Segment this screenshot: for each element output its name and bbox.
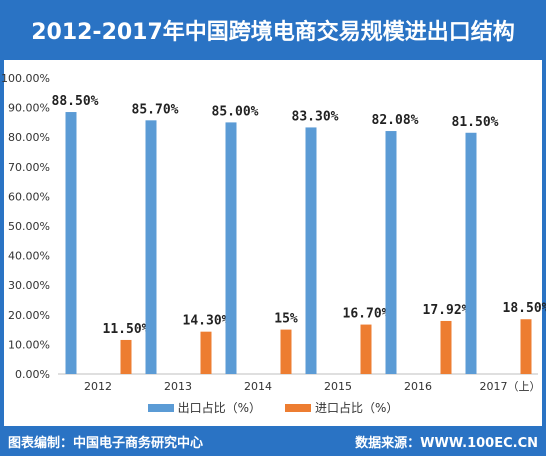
y-tick-label: 90.00% <box>8 102 50 115</box>
legend-item-export: 出口占比（%） <box>147 399 261 416</box>
y-tick-label: 40.00% <box>8 250 50 263</box>
export-data-label: 82.08% <box>372 113 419 128</box>
export-bar <box>465 132 477 374</box>
y-tick-label: 80.00% <box>8 131 50 144</box>
import-data-label: 15% <box>274 312 298 327</box>
footer-bar: 图表编制：中国电子商务研究中心 数据来源：WWW.100EC.CN <box>0 426 546 456</box>
import-bar <box>120 339 132 374</box>
export-data-label: 88.50% <box>52 94 99 109</box>
y-tick-label: 0.00% <box>15 368 50 381</box>
footer-credit: 图表编制：中国电子商务研究中心 <box>8 435 204 451</box>
chart-legend: 出口占比（%） 进口占比（%） <box>0 399 546 416</box>
x-tick-label: 2017（上） <box>480 380 541 393</box>
import-bar <box>360 324 372 374</box>
x-tick-label: 2012 <box>84 380 112 393</box>
import-bar <box>200 331 212 374</box>
export-data-label: 85.70% <box>132 102 179 117</box>
import-data-label: 14.30% <box>183 314 230 329</box>
y-tick-label: 100.00% <box>1 72 50 85</box>
export-bar <box>225 122 237 375</box>
legend-label-export: 出口占比（%） <box>177 401 261 415</box>
export-bar <box>305 127 317 374</box>
export-data-label: 83.30% <box>292 109 339 124</box>
x-tick-label: 2015 <box>324 380 352 393</box>
import-data-label: 17.92% <box>423 303 470 318</box>
y-tick-label: 50.00% <box>8 220 50 233</box>
footer-source: 数据来源：WWW.100EC.CN <box>355 435 538 451</box>
legend-swatch-import <box>285 403 311 412</box>
x-tick-label: 2013 <box>164 380 192 393</box>
bar-chart: 0.00% 10.00% 20.00% 30.00% 40.00% 50.00% 60.00… <box>1 72 546 393</box>
legend-swatch-export <box>147 403 174 412</box>
import-bar <box>520 319 532 374</box>
legend-item-import: 进口占比（%） <box>285 399 398 416</box>
import-data-label: 16.70% <box>343 307 390 322</box>
y-tick-label: 60.00% <box>8 190 50 203</box>
import-data-label: 11.50% <box>103 322 150 337</box>
export-data-label: 81.50% <box>452 115 499 130</box>
y-tick-label: 10.00% <box>8 338 50 351</box>
y-tick-label: 70.00% <box>8 161 50 174</box>
export-bar <box>65 112 77 374</box>
export-bar <box>145 120 157 374</box>
y-tick-label: 30.00% <box>8 279 50 292</box>
import-bar <box>440 320 452 374</box>
title-bar: 2012-2017年中国跨境电商交易规模进出口结构 <box>0 0 546 60</box>
y-tick-label: 20.00% <box>8 309 50 322</box>
import-bar <box>280 329 292 374</box>
export-data-label: 85.00% <box>212 104 259 119</box>
export-bar <box>385 131 397 374</box>
import-data-label: 18.50% <box>503 301 546 316</box>
chart-title: 2012-2017年中国跨境电商交易规模进出口结构 <box>31 20 515 45</box>
x-tick-label: 2014 <box>244 380 272 393</box>
legend-label-import: 进口占比（%） <box>315 401 399 415</box>
x-tick-label: 2016 <box>404 380 432 393</box>
